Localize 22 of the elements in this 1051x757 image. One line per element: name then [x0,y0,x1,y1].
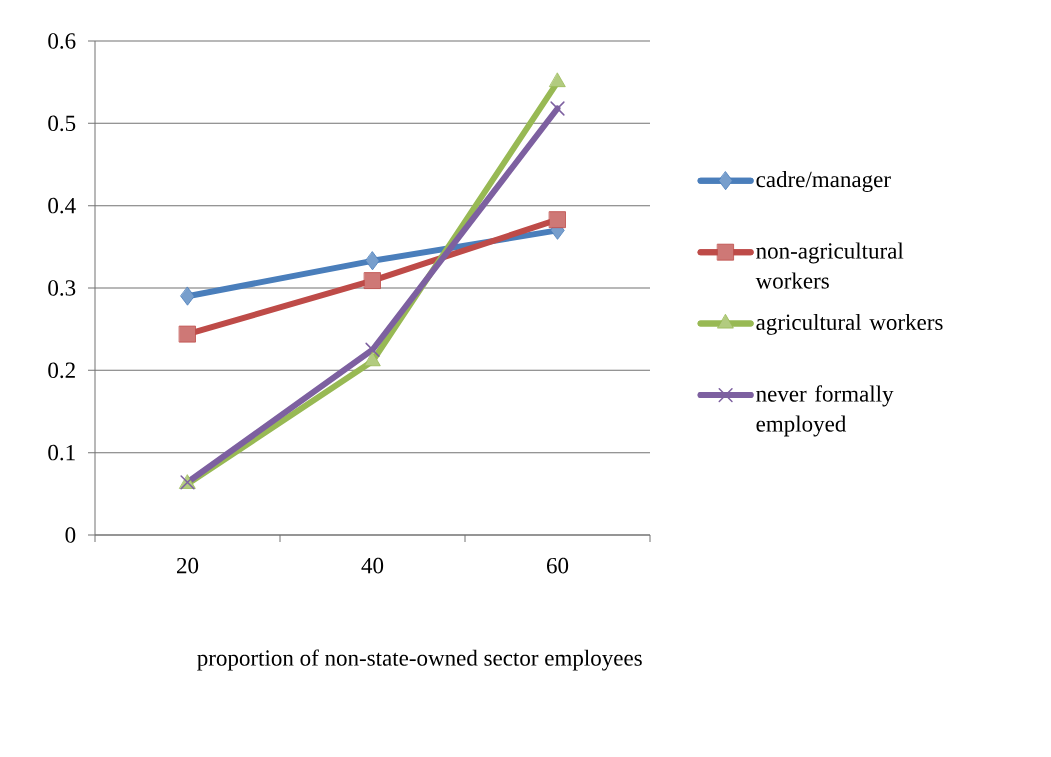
point [549,211,566,229]
legend-label: cadre/manager [756,171,891,192]
x-tick-label: 40 [361,557,384,574]
legend-label: agricultural workers [756,313,943,335]
x-tick-label: 20 [177,557,199,574]
point [364,272,381,289]
y-tick-label: 0.6 [48,33,76,49]
y-tick-label: 0 [65,527,76,543]
y-tick-label: 0.5 [48,115,76,132]
x-axis-title: proportion of non-state-owned sector employees [197,649,642,671]
y-tick-label: 0.1 [48,444,75,461]
y-tick-label: 0.3 [48,280,76,296]
y-tick-label: 0.2 [48,362,75,379]
x-tick-label: 60 [546,557,569,574]
point [365,342,380,357]
point [550,101,565,116]
point [179,325,196,343]
y-tick-label: 0.4 [48,197,76,214]
legend-label: non-agricultural workers [755,242,904,289]
point [365,251,380,271]
legend-label: never formally employed [756,385,894,437]
point [180,286,195,306]
